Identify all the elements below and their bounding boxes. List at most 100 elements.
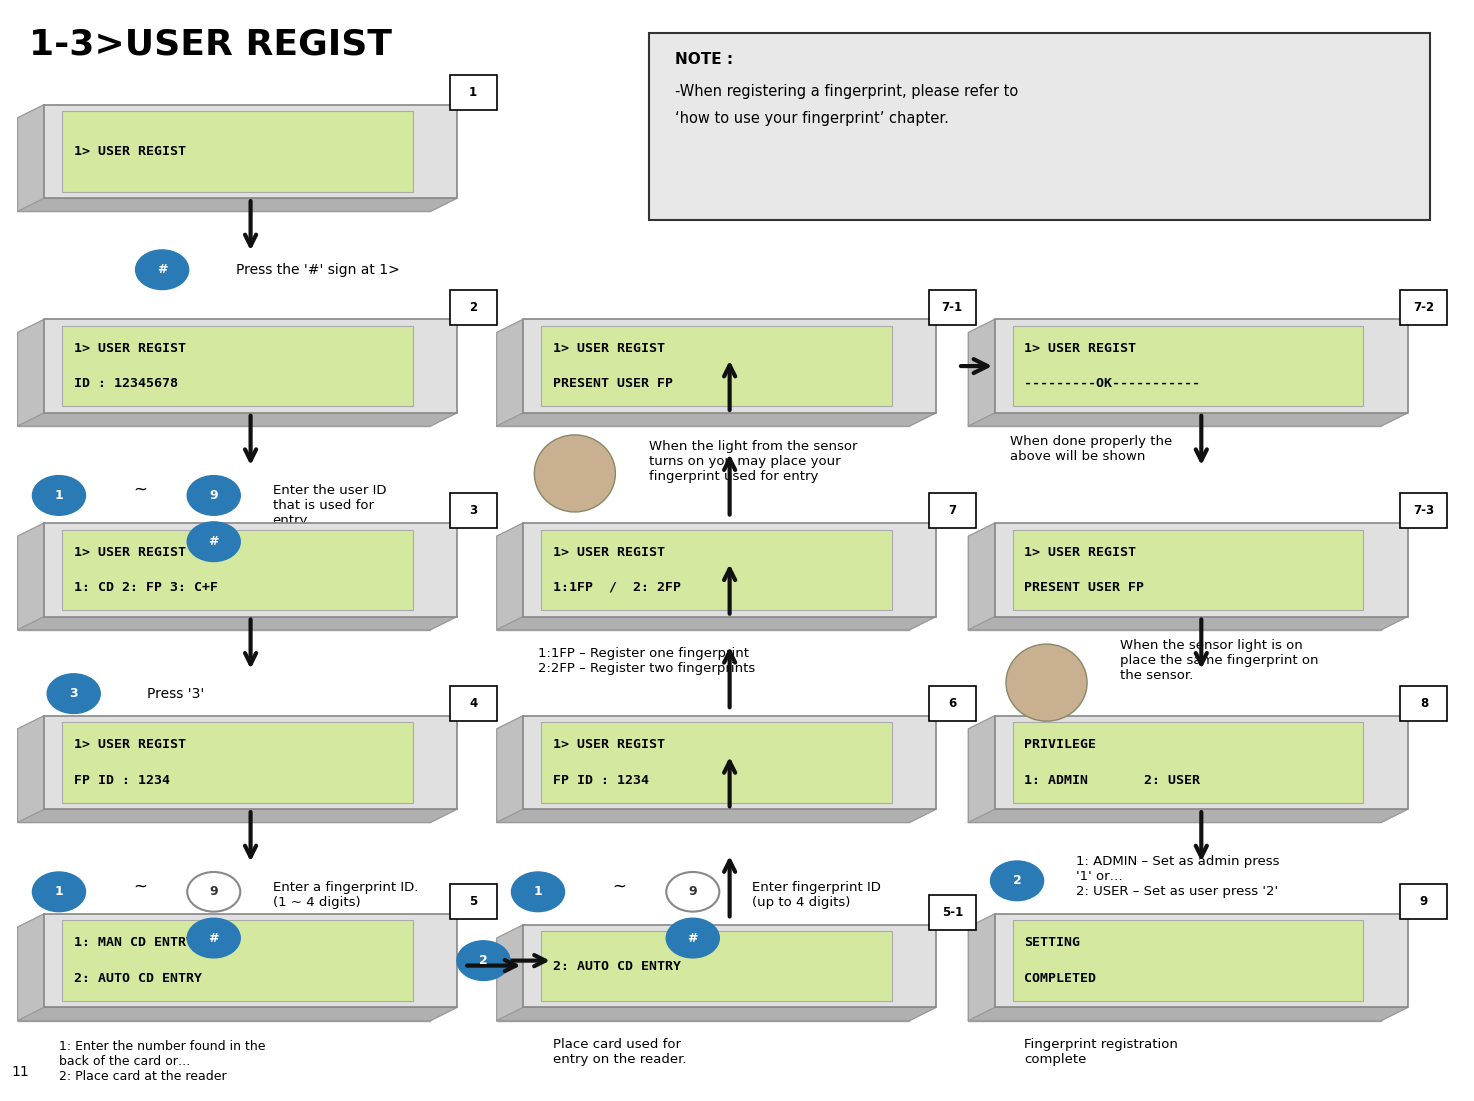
Text: #: # — [208, 535, 220, 548]
FancyBboxPatch shape — [995, 523, 1408, 617]
Text: 2: 2 — [479, 955, 488, 967]
Polygon shape — [968, 716, 995, 822]
FancyBboxPatch shape — [929, 290, 976, 325]
FancyBboxPatch shape — [44, 914, 457, 1007]
FancyBboxPatch shape — [929, 895, 976, 930]
Text: 1: 1 — [55, 885, 63, 898]
FancyBboxPatch shape — [1400, 290, 1447, 325]
Text: Press the '#' sign at 1>: Press the '#' sign at 1> — [236, 263, 399, 276]
Circle shape — [32, 476, 85, 515]
FancyBboxPatch shape — [968, 333, 1381, 426]
Polygon shape — [968, 319, 995, 426]
Circle shape — [511, 872, 565, 912]
Text: 3: 3 — [469, 504, 478, 517]
FancyBboxPatch shape — [62, 722, 413, 803]
Circle shape — [457, 940, 510, 980]
Text: 1: 1 — [55, 489, 63, 502]
FancyBboxPatch shape — [995, 319, 1408, 413]
FancyBboxPatch shape — [1013, 920, 1363, 1001]
Polygon shape — [497, 523, 523, 630]
Text: 1> USER REGIST: 1> USER REGIST — [553, 739, 665, 751]
FancyBboxPatch shape — [18, 536, 430, 630]
Text: When the sensor light is on
place the same fingerprint on
the sensor.: When the sensor light is on place the sa… — [1120, 639, 1319, 682]
Text: 1: MAN CD ENTRY: 1: MAN CD ENTRY — [74, 937, 193, 949]
Polygon shape — [18, 716, 44, 822]
Polygon shape — [497, 716, 523, 822]
FancyBboxPatch shape — [541, 722, 892, 803]
Polygon shape — [968, 1007, 1408, 1021]
Circle shape — [666, 872, 719, 912]
FancyBboxPatch shape — [44, 523, 457, 617]
Polygon shape — [497, 925, 523, 1021]
Text: 1: CD 2: FP 3: C+F: 1: CD 2: FP 3: C+F — [74, 581, 218, 593]
Ellipse shape — [534, 435, 616, 512]
FancyBboxPatch shape — [541, 931, 892, 1001]
Circle shape — [47, 674, 100, 713]
FancyBboxPatch shape — [523, 523, 936, 617]
Circle shape — [991, 861, 1044, 901]
Circle shape — [187, 918, 240, 958]
Circle shape — [187, 522, 240, 562]
FancyBboxPatch shape — [968, 536, 1381, 630]
Text: 1> USER REGIST: 1> USER REGIST — [1024, 546, 1136, 558]
Polygon shape — [497, 319, 523, 426]
Text: 1: 1 — [534, 885, 542, 898]
Text: 1> USER REGIST: 1> USER REGIST — [553, 546, 665, 558]
Text: FP ID : 1234: FP ID : 1234 — [74, 774, 170, 786]
Text: 2: 2 — [1013, 874, 1021, 887]
Text: 1> USER REGIST: 1> USER REGIST — [553, 342, 665, 355]
Text: SETTING: SETTING — [1024, 937, 1080, 949]
Text: 3: 3 — [69, 687, 78, 700]
Circle shape — [187, 476, 240, 515]
FancyBboxPatch shape — [541, 326, 892, 406]
Text: 7-1: 7-1 — [942, 301, 963, 314]
Text: Fingerprint registration
complete: Fingerprint registration complete — [1024, 1038, 1178, 1066]
FancyBboxPatch shape — [1013, 722, 1363, 803]
Text: PRESENT USER FP: PRESENT USER FP — [1024, 581, 1144, 593]
Text: 2: AUTO CD ENTRY: 2: AUTO CD ENTRY — [74, 972, 202, 984]
Text: 6: 6 — [948, 697, 957, 710]
Text: NOTE :: NOTE : — [675, 52, 733, 67]
Polygon shape — [497, 413, 936, 426]
Text: ~: ~ — [133, 481, 147, 499]
Text: 1: ADMIN – Set as admin press
'1' or…
2: USER – Set as user press '2': 1: ADMIN – Set as admin press '1' or… 2:… — [1076, 855, 1279, 898]
FancyBboxPatch shape — [450, 884, 497, 919]
Polygon shape — [968, 523, 995, 630]
Polygon shape — [497, 1007, 936, 1021]
Text: 1> USER REGIST: 1> USER REGIST — [74, 145, 186, 157]
Text: 9: 9 — [688, 885, 697, 898]
Text: 2: 2 — [469, 301, 478, 314]
Circle shape — [136, 250, 189, 290]
FancyBboxPatch shape — [497, 333, 909, 426]
Text: FP ID : 1234: FP ID : 1234 — [553, 774, 649, 786]
Text: -When registering a fingerprint, please refer to: -When registering a fingerprint, please … — [675, 84, 1019, 99]
Polygon shape — [18, 198, 457, 211]
Polygon shape — [18, 809, 457, 822]
Polygon shape — [18, 523, 44, 630]
Text: Enter the user ID
that is used for
entry: Enter the user ID that is used for entry — [273, 484, 386, 527]
Polygon shape — [497, 809, 936, 822]
Text: 2: AUTO CD ENTRY: 2: AUTO CD ENTRY — [553, 960, 681, 972]
FancyBboxPatch shape — [1400, 884, 1447, 919]
Polygon shape — [18, 105, 44, 211]
FancyBboxPatch shape — [18, 118, 430, 211]
Text: 7-3: 7-3 — [1414, 504, 1434, 517]
Text: PRIVILEGE: PRIVILEGE — [1024, 739, 1097, 751]
Ellipse shape — [1007, 644, 1088, 721]
Text: ‘how to use your fingerprint’ chapter.: ‘how to use your fingerprint’ chapter. — [675, 111, 949, 127]
Polygon shape — [968, 413, 1408, 426]
FancyBboxPatch shape — [968, 927, 1381, 1021]
Text: 8: 8 — [1419, 697, 1428, 710]
Text: When the light from the sensor
turns on you may place your
fingerprint used for : When the light from the sensor turns on … — [649, 440, 856, 483]
FancyBboxPatch shape — [995, 914, 1408, 1007]
Circle shape — [32, 872, 85, 912]
Text: 1> USER REGIST: 1> USER REGIST — [74, 546, 186, 558]
Text: ID : 12345678: ID : 12345678 — [74, 378, 178, 390]
Text: ~: ~ — [133, 877, 147, 895]
Text: PRESENT USER FP: PRESENT USER FP — [553, 378, 672, 390]
Text: 1> USER REGIST: 1> USER REGIST — [74, 342, 186, 355]
FancyBboxPatch shape — [929, 686, 976, 721]
Text: 1: Enter the number found in the
back of the card or…
2: Place card at the reade: 1: Enter the number found in the back of… — [59, 1040, 265, 1083]
Text: ---------OK-----------: ---------OK----------- — [1024, 378, 1200, 390]
Text: 9: 9 — [1419, 895, 1428, 908]
